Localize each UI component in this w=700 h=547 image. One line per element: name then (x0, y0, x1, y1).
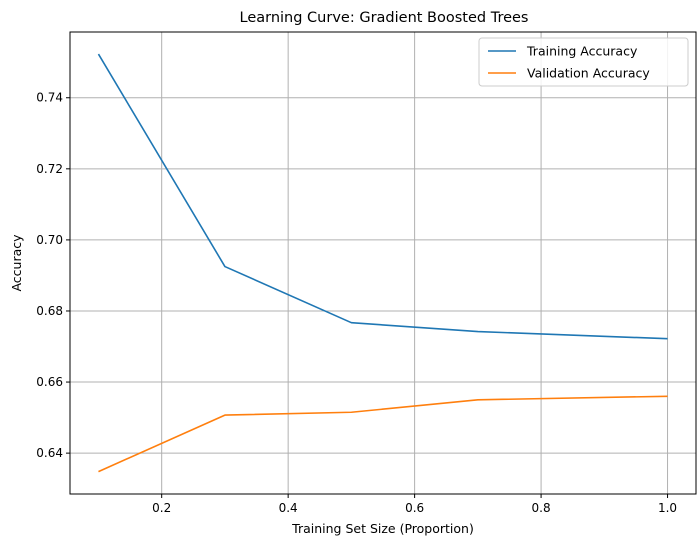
grid (70, 32, 696, 494)
y-axis-label: Accuracy (9, 234, 24, 292)
y-tick-label: 0.70 (36, 233, 63, 247)
legend-box (478, 37, 689, 87)
y-tick-label: 0.72 (36, 162, 63, 176)
chart-title: Learning Curve: Gradient Boosted Trees (240, 10, 529, 26)
plot-frame (69, 31, 697, 495)
x-tick-label: 0.6 (405, 501, 424, 515)
series-lines (97, 53, 668, 473)
y-tick-label: 0.68 (36, 304, 63, 318)
x-tick-label: 0.4 (279, 501, 298, 515)
x-tick-label: 0.2 (152, 501, 171, 515)
x-axis-ticks: 0.2 0.4 0.6 0.8 1.0 (152, 494, 677, 515)
x-tick-label: 1.0 (658, 501, 677, 515)
y-tick-label: 0.64 (36, 446, 63, 460)
series-line-training (97, 53, 668, 340)
y-axis-ticks: 0.64 0.66 0.68 0.70 0.72 0.74 (36, 91, 70, 460)
legend: Training Accuracy Validation Accuracy (478, 37, 689, 87)
x-tick-label: 0.8 (532, 501, 551, 515)
series-line-validation (98, 395, 668, 473)
y-tick-label: 0.74 (36, 91, 63, 105)
legend-label: Training Accuracy (526, 44, 638, 59)
legend-label: Validation Accuracy (527, 66, 650, 81)
x-axis-label: Training Set Size (Proportion) (291, 521, 474, 536)
y-tick-label: 0.66 (36, 375, 63, 389)
